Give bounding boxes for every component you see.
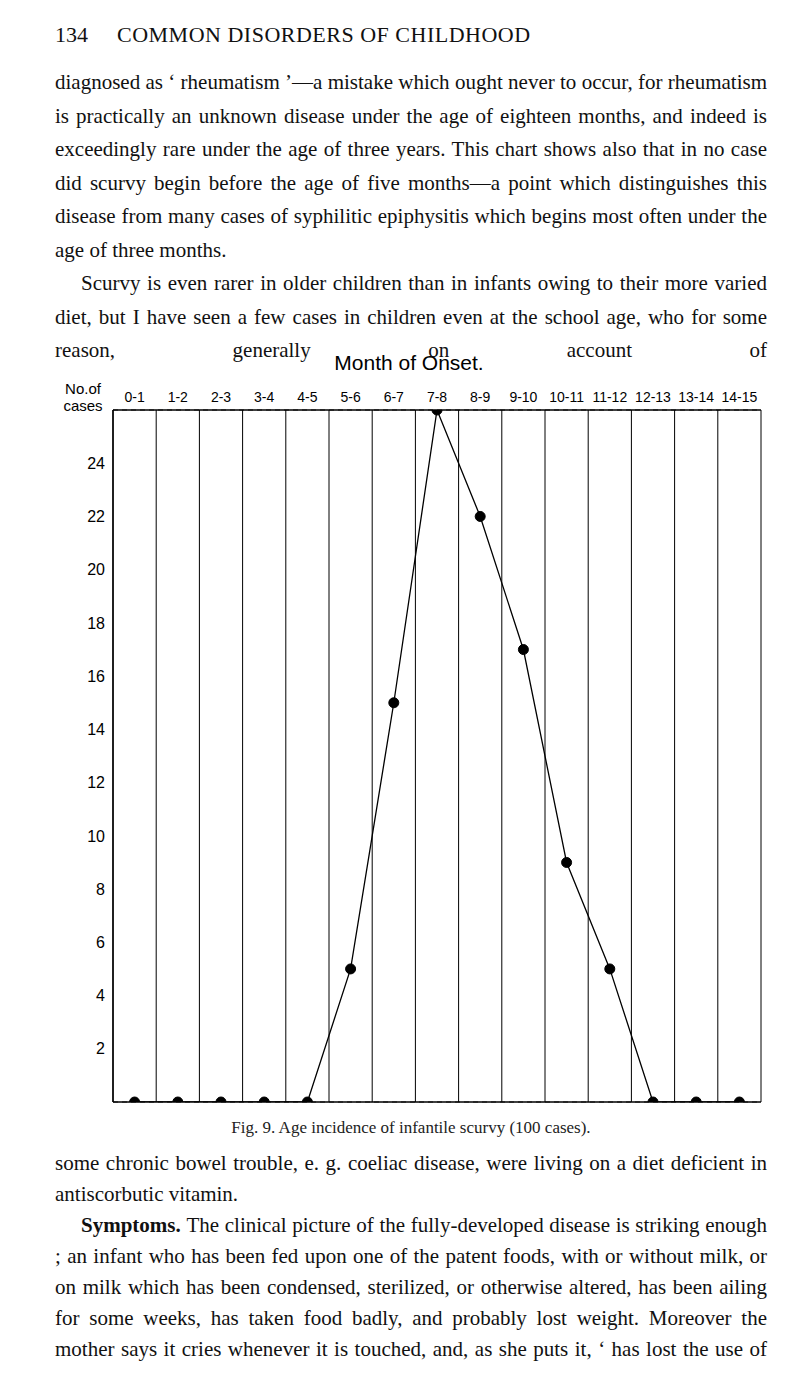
svg-text:2-3: 2-3 — [211, 389, 231, 405]
svg-text:8-9: 8-9 — [470, 389, 490, 405]
svg-text:14: 14 — [87, 721, 105, 738]
svg-text:0-1: 0-1 — [124, 389, 144, 405]
html-text:COMMON DISORDERS OF CHILDHOOD: COMMON DISORDERS OF CHILDHOOD — [117, 22, 531, 47]
svg-text:6-7: 6-7 — [384, 389, 404, 405]
html-text:Scurvy is even rarer in older: Scurvy is even rarer in older children t… — [55, 271, 767, 362]
svg-text:22: 22 — [87, 508, 105, 525]
svg-text:10-11: 10-11 — [549, 389, 584, 405]
svg-text:11-12: 11-12 — [592, 389, 627, 405]
svg-text:10: 10 — [87, 828, 105, 845]
svg-text:1-2: 1-2 — [168, 389, 188, 405]
svg-text:4-5: 4-5 — [297, 389, 317, 405]
svg-text:7-8: 7-8 — [427, 389, 447, 405]
html-text:Month of Onset.: Month of Onset. — [334, 351, 484, 374]
svg-text:16: 16 — [87, 668, 105, 685]
html-text:some chronic bowel trouble, e.: some chronic bowel trouble, e. g. coelia… — [55, 1151, 767, 1206]
svg-text:2: 2 — [96, 1040, 105, 1057]
html-text:Fig. 9. Age incidence of infan: Fig. 9. Age incidence of infantile scurv… — [231, 1118, 591, 1137]
svg-text:12: 12 — [87, 774, 105, 791]
svg-text:8: 8 — [96, 881, 105, 898]
svg-text:12-13: 12-13 — [635, 389, 671, 405]
html-text:No.of cases: No.of cases — [63, 380, 103, 414]
svg-text:20: 20 — [87, 561, 105, 578]
svg-text:5-6: 5-6 — [340, 389, 360, 405]
html-text:diagnosed as ‘ rheumatism ’—a: diagnosed as ‘ rheumatism ’—a mistake wh… — [55, 70, 767, 262]
html-text:134: 134 — [55, 22, 88, 47]
svg-text:9-10: 9-10 — [509, 389, 537, 405]
html-text:Symptoms.: Symptoms. — [81, 1213, 181, 1237]
svg-text:6: 6 — [96, 934, 105, 951]
svg-text:14-15: 14-15 — [721, 389, 757, 405]
svg-text:24: 24 — [87, 455, 105, 472]
svg-text:3-4: 3-4 — [254, 389, 274, 405]
svg-text:18: 18 — [87, 615, 105, 632]
svg-text:4: 4 — [96, 987, 105, 1004]
svg-text:13-14: 13-14 — [678, 389, 714, 405]
